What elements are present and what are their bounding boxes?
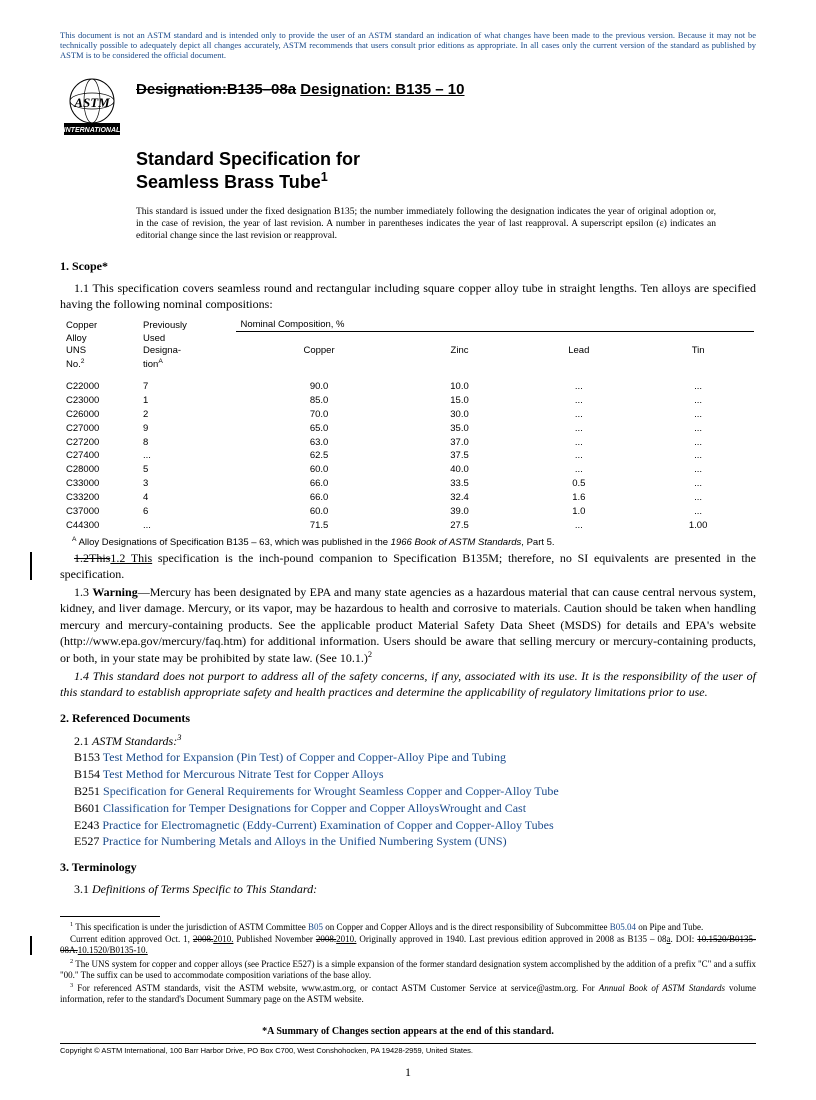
astm-logo: ASTM INTERNATIONAL <box>60 75 124 139</box>
footnote-1-p2: Current edition approved Oct. 1, 2008.20… <box>60 934 756 957</box>
table-footnote-a: A Alloy Designations of Specification B1… <box>72 536 756 548</box>
ref-link[interactable]: Classification for Temper Designations f… <box>103 801 526 815</box>
designation-line: Designation:B135–08a Designation: B135 –… <box>136 81 464 98</box>
svg-text:ASTM: ASTM <box>73 95 110 110</box>
title-superscript: 1 <box>321 170 328 184</box>
para-1-4: 1.4 This standard does not purport to ad… <box>60 668 756 700</box>
para-1-3: 1.3 Warning—Mercury has been designated … <box>60 584 756 666</box>
ref-item: E243 Practice for Electromagnetic (Eddy-… <box>78 817 756 834</box>
disclaimer-text: This document is not an ASTM standard an… <box>60 30 756 61</box>
svg-text:INTERNATIONAL: INTERNATIONAL <box>64 127 121 134</box>
issuance-note: This standard is issued under the fixed … <box>136 206 716 243</box>
table-row: C33000366.033.50.5... <box>62 478 754 490</box>
ref-item: B153 Test Method for Expansion (Pin Test… <box>78 749 756 766</box>
ref-item: B251 Specification for General Requireme… <box>78 783 756 800</box>
footnote-2: 2 The UNS system for copper and copper a… <box>60 958 756 982</box>
ref-link[interactable]: Specification for General Requirements f… <box>103 784 559 798</box>
footnote-separator <box>60 916 160 917</box>
footnote-1: 1 This specification is under the jurisd… <box>60 921 756 933</box>
ref-link[interactable]: Test Method for Expansion (Pin Test) of … <box>103 750 506 764</box>
ref-item: B154 Test Method for Mercurous Nitrate T… <box>78 766 756 783</box>
footnote-3: 3 For referenced ASTM standards, visit t… <box>60 982 756 1006</box>
title-block: Standard Specification for Seamless Bras… <box>136 149 756 194</box>
table-row: C27400...62.537.5...... <box>62 450 754 462</box>
ref-link[interactable]: Practice for Electromagnetic (Eddy-Curre… <box>102 818 553 832</box>
ref-link[interactable]: Test Method for Mercurous Nitrate Test f… <box>103 767 384 781</box>
composition-table: Copper Previously Nominal Composition, %… <box>60 318 756 534</box>
page-number: 1 <box>60 1065 756 1080</box>
table-row: C23000185.015.0...... <box>62 395 754 407</box>
table-row: C28000560.040.0...... <box>62 464 754 476</box>
copyright-line: Copyright © ASTM International, 100 Barr… <box>60 1043 756 1055</box>
header-row: ASTM INTERNATIONAL Designation:B135–08a … <box>60 75 756 139</box>
designation-old: Designation:B135–08a <box>136 81 296 98</box>
para-1-2: 1.2This1.2 This specification is the inc… <box>60 550 756 582</box>
refdocs-heading: 2. Referenced Documents <box>60 711 756 726</box>
table-row: C33200466.032.41.6... <box>62 492 754 504</box>
ref-link[interactable]: Practice for Numbering Metals and Alloys… <box>102 834 506 848</box>
terminology-heading: 3. Terminology <box>60 860 756 875</box>
designation-new: Designation: B135 – 10 <box>300 81 464 98</box>
para-1-1: 1.1 This specification covers seamless r… <box>60 280 756 312</box>
table-row: C26000270.030.0...... <box>62 409 754 421</box>
scope-heading: 1. Scope* <box>60 259 756 274</box>
summary-note: *A Summary of Changes section appears at… <box>60 1026 756 1037</box>
ref-item: E527 Practice for Numbering Metals and A… <box>78 833 756 850</box>
table-row: C27200863.037.0...... <box>62 437 754 449</box>
table-row: C37000660.039.01.0... <box>62 506 754 518</box>
table-row: C27000965.035.0...... <box>62 423 754 435</box>
table-row: C22000790.010.0...... <box>62 381 754 393</box>
title-line2: Seamless Brass Tube <box>136 172 321 192</box>
table-row: C44300...71.527.5...1.00 <box>62 520 754 532</box>
para-3-1: 3.1 Definitions of Terms Specific to Thi… <box>74 881 756 898</box>
para-2-1: 2.1 ASTM Standards:3 <box>74 732 756 750</box>
ref-item: B601 Classification for Temper Designati… <box>78 800 756 817</box>
title-line1: Standard Specification for <box>136 149 360 169</box>
